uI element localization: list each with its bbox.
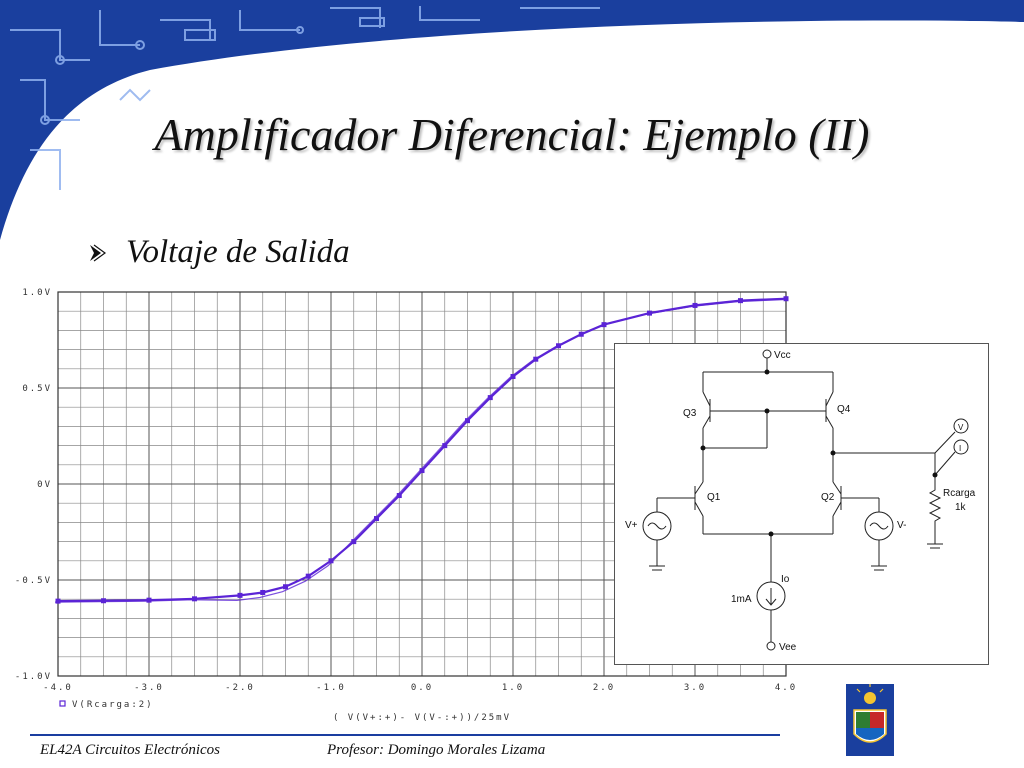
data-point (351, 539, 357, 545)
university-crest-icon (846, 684, 894, 756)
footer-divider (30, 734, 780, 736)
label-vee: Vee (779, 642, 797, 653)
label-vminus: V- (897, 520, 906, 531)
circuit-schematic: Vcc Q3 Q4 Q1 Q2 V+ V- Io 1mA Vee Rcarga … (614, 343, 989, 665)
legend-label: V(Rcarga:2) (72, 700, 154, 710)
y-tick-label: 0.5V (22, 384, 52, 394)
label-io-value: 1mA (731, 594, 752, 605)
slide-title: Amplificador Diferencial: Ejemplo (II) (154, 109, 870, 160)
data-point (556, 343, 561, 349)
x-tick-label: -1.0 (316, 683, 346, 693)
data-point (328, 558, 334, 564)
label-rcarga: Rcarga (943, 488, 976, 499)
data-point (601, 322, 607, 328)
data-point (442, 443, 448, 449)
x-tick-label: 3.0 (684, 683, 706, 693)
y-tick-label: -1.0V (15, 672, 52, 682)
data-point (192, 596, 197, 602)
data-point (146, 597, 152, 603)
data-point (783, 296, 789, 302)
label-probe-v: V (958, 423, 964, 432)
series-line-vrcarga-sweep (54, 299, 784, 603)
data-point (305, 573, 311, 579)
data-point (738, 298, 743, 304)
x-tick-label: -2.0 (225, 683, 255, 693)
data-point (419, 468, 425, 474)
label-probe-i: I (959, 444, 961, 453)
y-tick-label: -0.5V (15, 576, 52, 586)
data-point (260, 589, 266, 595)
data-point (237, 592, 243, 598)
bullet-item: Voltaje de Salida (86, 234, 350, 271)
data-point (647, 310, 652, 316)
data-point (396, 493, 402, 499)
data-point (101, 598, 106, 604)
header-banner (0, 0, 1024, 245)
banner-circuit-pattern (10, 6, 600, 190)
x-tick-label: 0.0 (411, 683, 433, 693)
data-point (283, 584, 288, 590)
x-axis-label: ( V(V+:+)- V(V-:+))/25mV (333, 713, 511, 723)
x-tick-label: 2.0 (593, 683, 615, 693)
bullet-arrow-icon (90, 244, 107, 261)
banner-edge (0, 20, 1024, 245)
data-point (510, 373, 516, 379)
legend-marker (59, 700, 66, 707)
label-io: Io (781, 574, 790, 585)
x-tick-label: 4.0 (775, 683, 797, 693)
data-point (533, 356, 539, 362)
data-point (692, 302, 698, 308)
data-point (578, 331, 584, 337)
y-tick-label: 1.0V (22, 288, 52, 298)
x-tick-label: -3.0 (134, 683, 164, 693)
data-point (55, 598, 61, 604)
bullet-text: Voltaje de Salida (126, 234, 350, 270)
current-probe (953, 439, 969, 455)
footer-course: EL42A Circuitos Electrónicos (40, 742, 220, 758)
banner-shape (0, 0, 1024, 240)
voltage-probe (953, 418, 969, 434)
vcc-terminal (762, 349, 772, 359)
data-point (465, 418, 470, 424)
label-q3: Q3 (683, 408, 697, 419)
label-vcc: Vcc (774, 350, 791, 361)
load-resistor (928, 484, 942, 527)
y-tick-label: 0V (37, 480, 52, 490)
vee-terminal (766, 641, 776, 651)
label-rcarga-value: 1k (955, 502, 967, 513)
label-q4: Q4 (837, 404, 851, 415)
data-point (487, 395, 493, 401)
x-tick-label: -4.0 (43, 683, 73, 693)
label-q2: Q2 (821, 492, 835, 503)
x-tick-label: 1.0 (502, 683, 524, 693)
footer-professor: Profesor: Domingo Morales Lizama (327, 742, 546, 758)
data-point (374, 516, 379, 522)
label-vplus: V+ (625, 520, 638, 531)
label-q1: Q1 (707, 492, 721, 503)
